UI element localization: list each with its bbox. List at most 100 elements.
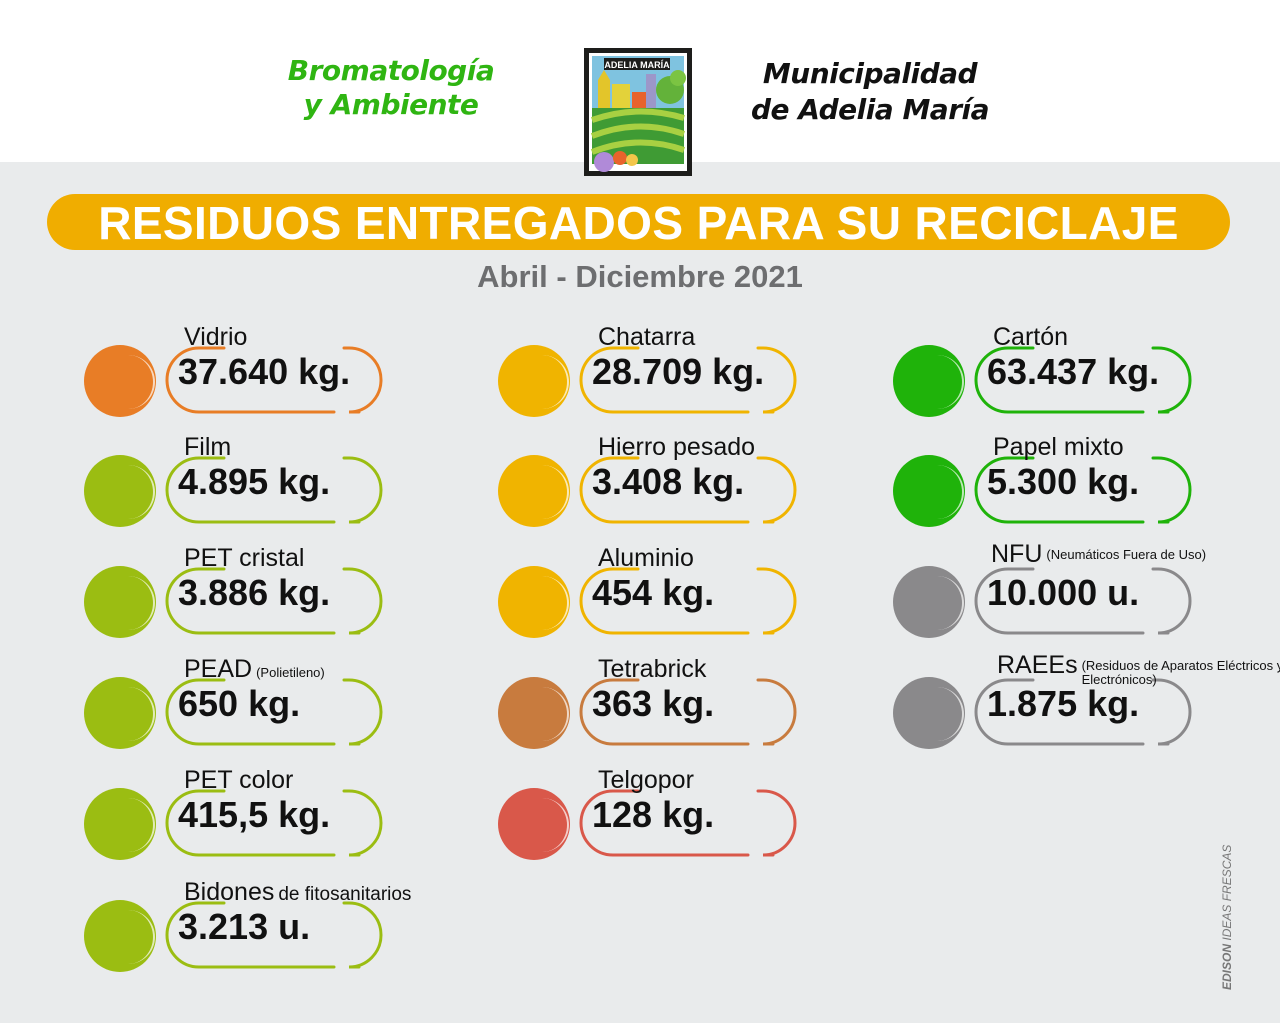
- frame-left-stroke: [165, 346, 336, 414]
- frame-left-stroke: [579, 346, 750, 414]
- item-value: 363 kg.: [592, 683, 715, 724]
- designer-credit: EDISON IDEAS FRESCAS: [1220, 845, 1234, 990]
- item-label-main: Chatarra: [598, 323, 696, 351]
- frame-right-stroke: [756, 789, 797, 857]
- frame-left-stroke: [579, 456, 750, 524]
- frame-left-stroke: [165, 678, 336, 746]
- frame-left-stroke: [165, 456, 336, 524]
- item-value-frame: [579, 346, 797, 414]
- item-value-frame: [165, 678, 383, 746]
- item-label-main: PET cristal: [184, 544, 305, 572]
- item-value: 3.213 u.: [178, 906, 311, 947]
- item-label: PET cristal: [184, 544, 304, 573]
- frame-left-stroke: [974, 346, 1145, 414]
- frame-right-stroke: [342, 567, 383, 635]
- item-label: NFU (Neumáticos Fuera de Uso): [991, 540, 1216, 569]
- item-label: Telgopor: [598, 766, 694, 795]
- item-label-note: (Neumáticos Fuera de Uso): [1046, 547, 1207, 562]
- item-value-frame: [165, 346, 383, 414]
- item-label-main: Tetrabrick: [598, 655, 707, 683]
- item-color-dot: [893, 677, 965, 749]
- item-color-dot: [893, 345, 965, 417]
- municipality-line-1: Municipalidad: [762, 57, 978, 90]
- item-label-main: Telgopor: [598, 766, 694, 794]
- item-value: 3.408 kg.: [592, 461, 745, 502]
- item-value: 3.886 kg.: [178, 572, 331, 613]
- department-line-1: Bromatología: [287, 54, 495, 87]
- credit-tagline: IDEAS FRESCAS: [1220, 844, 1234, 941]
- item-label-main: Film: [184, 433, 232, 461]
- frame-left-stroke: [165, 789, 336, 857]
- item-label-main: RAEEs: [997, 651, 1078, 679]
- item-label: Aluminio: [598, 544, 694, 573]
- item-label-note: (Polietileno): [256, 665, 325, 680]
- item-color-dot: [498, 677, 570, 749]
- municipality-logo: ADELIA MARÍA: [584, 48, 692, 176]
- frame-right-stroke: [1151, 567, 1192, 635]
- item-label: PET color: [184, 766, 293, 795]
- item-value: 28.709 kg.: [592, 351, 765, 392]
- frame-right-stroke: [756, 456, 797, 524]
- item-color-dot: [84, 345, 156, 417]
- item-color-dot: [498, 345, 570, 417]
- item-value: 415,5 kg.: [178, 794, 331, 835]
- frame-left-stroke: [579, 567, 750, 635]
- frame-right-stroke: [756, 346, 797, 414]
- department-line-2: y Ambiente: [303, 88, 479, 121]
- frame-right-stroke: [1151, 456, 1192, 524]
- item-color-dot: [498, 566, 570, 638]
- logo-text: ADELIA MARÍA: [604, 60, 670, 70]
- item-value-frame: [579, 789, 797, 857]
- item-label-main: Hierro pesado: [598, 433, 756, 461]
- item-value-frame: [579, 567, 797, 635]
- item-value-frame: [165, 567, 383, 635]
- department-name: Bromatología y Ambiente: [262, 54, 520, 122]
- frame-left-stroke: [579, 789, 750, 857]
- item-label-note: (Residuos de Aparatos Eléctricos y Elect…: [1081, 658, 1280, 687]
- frame-left-stroke: [165, 567, 336, 635]
- item-value: 128 kg.: [592, 794, 715, 835]
- item-label: RAEEs (Residuos de Aparatos Eléctricos y …: [997, 651, 1280, 687]
- item-color-dot: [84, 455, 156, 527]
- item-value-frame: [974, 456, 1192, 524]
- item-value: 10.000 u.: [987, 572, 1140, 613]
- item-label-main: Papel mixto: [993, 433, 1124, 461]
- municipality-name: Municipalidad de Adelia María: [720, 56, 1020, 128]
- frame-right-stroke: [1151, 678, 1192, 746]
- item-color-dot: [84, 566, 156, 638]
- item-color-dot: [84, 677, 156, 749]
- item-value-frame: [974, 678, 1192, 746]
- item-value: 454 kg.: [592, 572, 715, 613]
- item-value-frame: [579, 678, 797, 746]
- frame-left-stroke: [165, 901, 336, 969]
- item-value-frame: [165, 456, 383, 524]
- item-value-frame: [974, 346, 1192, 414]
- item-color-dot: [84, 900, 156, 972]
- item-label: Vidrio: [184, 323, 247, 352]
- frame-right-stroke: [756, 678, 797, 746]
- frame-right-stroke: [342, 901, 383, 969]
- header-band: Bromatología y Ambiente ADELIA MARÍA Mun…: [0, 0, 1280, 176]
- item-label-main: PET color: [184, 766, 294, 794]
- item-label-main: NFU: [991, 540, 1043, 568]
- frame-right-stroke: [1151, 346, 1192, 414]
- item-label: Cartón: [993, 323, 1068, 352]
- item-value-frame: [165, 901, 383, 969]
- page-title: RESIDUOS ENTREGADOS PARA SU RECICLAJE: [98, 197, 1179, 249]
- frame-right-stroke: [342, 789, 383, 857]
- item-label: Tetrabrick: [598, 655, 706, 684]
- item-color-dot: [498, 455, 570, 527]
- item-label: Chatarra: [598, 323, 695, 352]
- item-label-main: PEAD: [184, 655, 253, 683]
- title-banner: RESIDUOS ENTREGADOS PARA SU RECICLAJE: [47, 194, 1230, 250]
- item-color-dot: [498, 788, 570, 860]
- frame-right-stroke: [342, 456, 383, 524]
- item-color-dot: [893, 566, 965, 638]
- frame-right-stroke: [342, 678, 383, 746]
- item-color-dot: [84, 788, 156, 860]
- municipality-line-2: de Adelia María: [750, 93, 990, 126]
- item-value: 37.640 kg.: [178, 351, 351, 392]
- frame-left-stroke: [974, 567, 1145, 635]
- frame-left-stroke: [974, 678, 1145, 746]
- item-label-main: Vidrio: [184, 323, 248, 351]
